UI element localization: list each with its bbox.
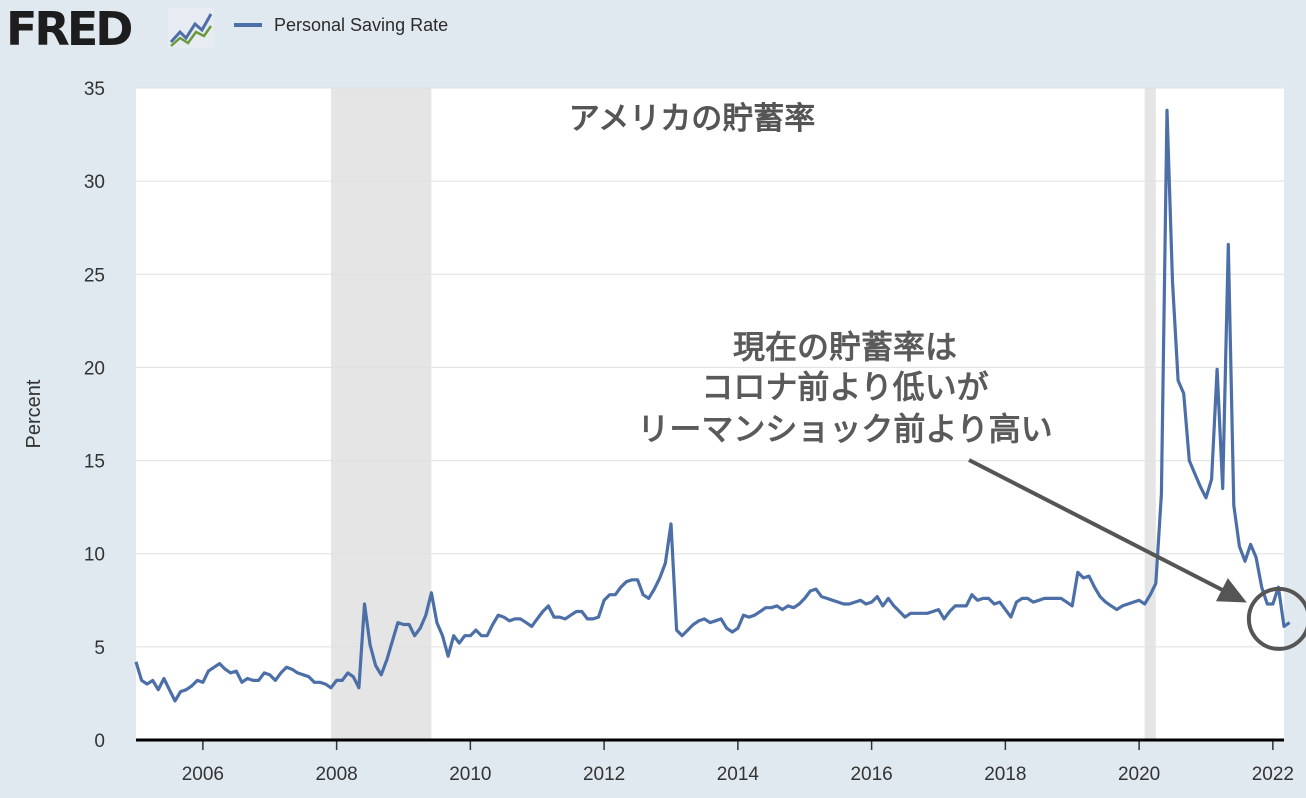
x-tick-label: 2012 — [583, 764, 625, 785]
annotation-line-2: コロナ前より低いが — [701, 368, 988, 406]
annotation-line-3: リーマンショック前より高い — [637, 410, 1052, 448]
series-line-1 — [134, 108, 1291, 703]
plot-area — [136, 88, 1284, 740]
chart-line-icon — [168, 8, 214, 48]
x-axis-ticks: 2006 2008 2010 2012 2014 2016 2018 2020 2022 — [182, 740, 1294, 785]
fred-logo[interactable]: FRED — [6, 2, 133, 56]
series-layer — [134, 108, 1291, 703]
annotation: 現在の貯蓄率は コロナ前より低いが リーマンショック前より高い — [637, 328, 1306, 651]
y-tick-label: 30 — [84, 172, 105, 193]
x-tick-label: 2006 — [182, 764, 224, 785]
recession-band-2 — [1144, 88, 1156, 740]
y-axis-ticks: 0 5 10 15 20 25 30 35 — [84, 79, 105, 752]
y-tick-label: 5 — [94, 638, 105, 659]
y-tick-label: 0 — [94, 731, 105, 752]
y-tick-label: 10 — [84, 545, 105, 566]
legend-label: Personal Saving Rate — [274, 14, 449, 35]
x-tick-label: 2010 — [449, 764, 491, 785]
y-axis-label: Percent — [23, 379, 45, 448]
legend[interactable]: Personal Saving Rate — [234, 12, 448, 38]
x-tick-label: 2020 — [1118, 764, 1160, 785]
gridlines — [136, 87, 1284, 648]
x-tick-label: 2016 — [850, 764, 892, 785]
y-tick-label: 25 — [84, 265, 105, 286]
recession-band-1 — [331, 88, 432, 740]
legend-swatch — [234, 23, 262, 27]
x-tick-label: 2008 — [315, 764, 357, 785]
annotation-line-1: 現在の貯蓄率は — [733, 328, 957, 366]
y-tick-label: 20 — [84, 358, 105, 379]
annotation-arrow — [968, 458, 1236, 598]
x-tick-label: 2018 — [984, 764, 1026, 785]
x-tick-label: 2014 — [717, 764, 760, 785]
x-tick-label: 2022 — [1252, 764, 1294, 785]
annotation-arrowhead — [1215, 578, 1247, 603]
chart-title: アメリカの貯蓄率 — [569, 101, 815, 137]
y-tick-label: 15 — [84, 452, 105, 473]
header: FRED Personal Saving Rate — [0, 0, 1306, 70]
y-tick-label: 35 — [84, 79, 105, 100]
highlight-circle — [1246, 586, 1306, 651]
recession-bands — [331, 88, 1156, 740]
